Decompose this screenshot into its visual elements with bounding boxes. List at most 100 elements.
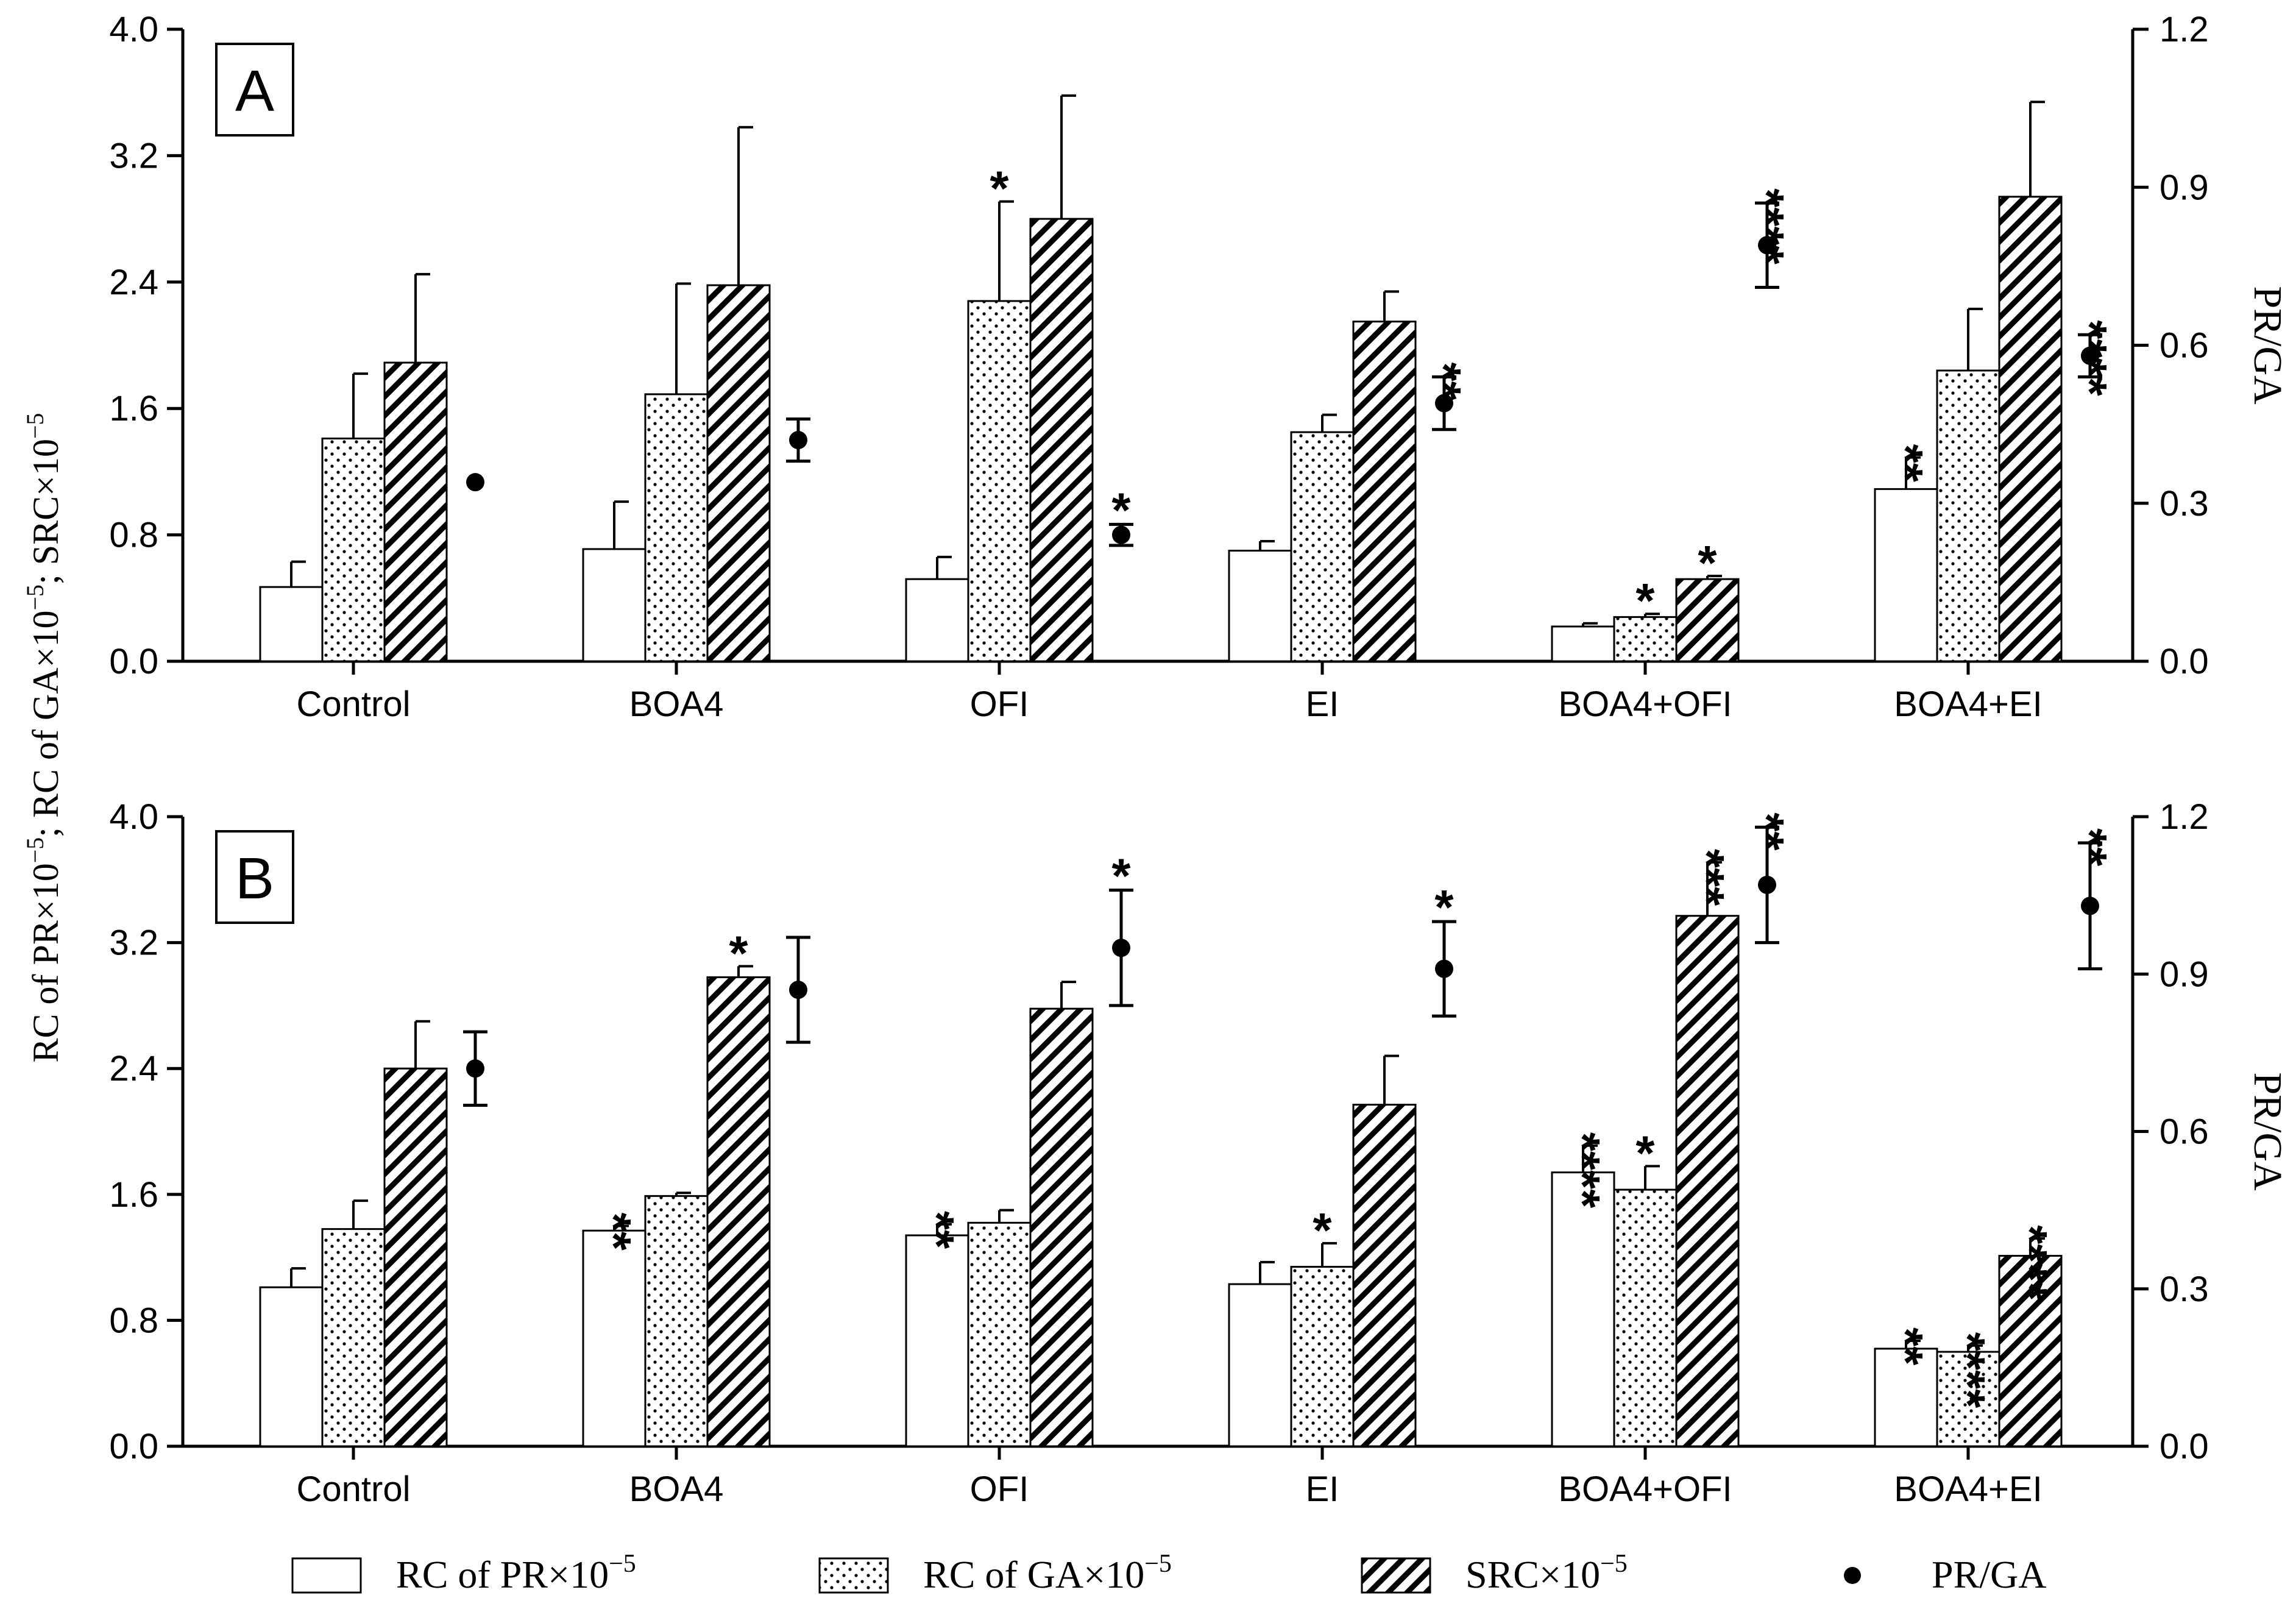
y-right-tick-label: 0.3 bbox=[2160, 1270, 2209, 1309]
bar-pr bbox=[905, 578, 969, 662]
legend-label-base: RC of GA×10 bbox=[923, 1553, 1144, 1596]
ratio-point bbox=[1435, 394, 1453, 413]
y-right-tick-label: 0.9 bbox=[2160, 954, 2209, 994]
category-label: BOA4+EI bbox=[1894, 1469, 2042, 1509]
y-left-tick-label: 2.4 bbox=[109, 263, 158, 302]
ratio-point bbox=[466, 473, 484, 492]
panel-a: 0.0 0.8 1.6 2.4 3.2 4.0 0.0 0.3 0.6 0.9 1.2 PR/GA A C… bbox=[109, 10, 2290, 724]
significance-ga: * bbox=[990, 162, 1009, 216]
bar-pr bbox=[259, 586, 324, 662]
category-label: EI bbox=[1306, 684, 1339, 724]
y-right-tick-label: 0.9 bbox=[2160, 168, 2209, 207]
significance-ratio: * bbox=[1434, 880, 1454, 934]
y-right-tick-label: 0.0 bbox=[2160, 642, 2209, 681]
significance-ga: * bbox=[1635, 574, 1655, 628]
y-title-part: ; RC of GA×10 bbox=[26, 611, 66, 837]
y-right-tick-label: 1.2 bbox=[2160, 797, 2209, 837]
significance-pr: ** bbox=[1879, 444, 1933, 483]
significance-ratio: ** bbox=[1417, 362, 1471, 400]
significance-pr: ** bbox=[910, 1211, 964, 1249]
y-left-tick-label: 1.6 bbox=[109, 1175, 158, 1215]
ratio-point bbox=[2081, 346, 2099, 365]
category-label: BOA4+OFI bbox=[1558, 684, 1732, 724]
y-right-tick-label: 0.6 bbox=[2160, 326, 2209, 366]
bar-pr bbox=[1228, 1283, 1292, 1447]
y-right-tick-label: 1.2 bbox=[2160, 10, 2209, 49]
significance-ratio: * bbox=[1111, 483, 1131, 537]
panel-label: B bbox=[235, 846, 274, 911]
bar-pr bbox=[1551, 1171, 1615, 1447]
y-right-tick-label: 0.3 bbox=[2160, 484, 2209, 524]
significance-src: * bbox=[1698, 536, 1717, 590]
legend-label-exponent: −5 bbox=[1600, 1550, 1628, 1578]
panel-label: A bbox=[235, 59, 274, 124]
category-label: EI bbox=[1306, 1469, 1339, 1509]
y-axis-left-title: RC of PR×10−5; RC of GA×10−5; SRC×10−5 bbox=[21, 413, 66, 1062]
y-axis-left-title-text: RC of PR×10−5; RC of GA×10−5; SRC×10−5 bbox=[21, 413, 66, 1062]
legend-swatch-ga bbox=[818, 1557, 889, 1594]
y-left-tick-label: 4.0 bbox=[109, 10, 158, 49]
bar-src bbox=[1675, 578, 1740, 662]
legend-label-pr: RC of PR×10−5 bbox=[396, 1550, 636, 1596]
bar-ga bbox=[1290, 1266, 1355, 1447]
y-right-tick-label: 0.6 bbox=[2160, 1112, 2209, 1152]
significance-pr: **** bbox=[1556, 1132, 1610, 1209]
bar-src bbox=[1998, 1255, 2063, 1447]
bar-ga bbox=[321, 1228, 386, 1447]
y-title-part: RC of PR×10 bbox=[26, 863, 66, 1062]
bar-src bbox=[706, 284, 771, 662]
significance-ratio: ** bbox=[1740, 812, 1794, 851]
category-label: BOA4 bbox=[629, 684, 724, 724]
y-left-tick-label: 1.6 bbox=[109, 389, 158, 428]
y-title-exponent: −5 bbox=[21, 413, 49, 439]
significance-pr: ** bbox=[1879, 1327, 1933, 1366]
y-title-exponent: −5 bbox=[21, 837, 49, 864]
y-left-tick-label: 0.0 bbox=[109, 642, 158, 681]
panel-label-box bbox=[215, 43, 294, 137]
significance-ratio: * bbox=[1111, 849, 1131, 903]
y-axis-right-title: PR/GA bbox=[2245, 1072, 2290, 1191]
bar-pr bbox=[1874, 1348, 1938, 1447]
bar-src bbox=[1352, 1104, 1417, 1447]
legend-swatch-ratio bbox=[1844, 1567, 1861, 1584]
panel-label-box bbox=[215, 830, 294, 924]
legend-label-exponent: −5 bbox=[1144, 1550, 1172, 1578]
legend-label-src: SRC×10−5 bbox=[1465, 1550, 1628, 1596]
ratio-point bbox=[2081, 897, 2099, 915]
bar-src bbox=[1998, 196, 2063, 662]
legend-label-base: RC of PR×10 bbox=[396, 1553, 609, 1596]
legend-label-ga: RC of GA×10−5 bbox=[923, 1550, 1172, 1596]
bar-ga bbox=[967, 300, 1032, 662]
significance-ga: * bbox=[1313, 1203, 1332, 1257]
significance-pr: ** bbox=[587, 1212, 641, 1251]
bar-pr bbox=[582, 1229, 647, 1447]
y-left-tick-label: 0.0 bbox=[109, 1427, 158, 1466]
significance-src: *** bbox=[1680, 849, 1734, 906]
legend-label-base: SRC×10 bbox=[1465, 1553, 1600, 1596]
significance-src: * bbox=[729, 926, 748, 980]
category-label: BOA4+EI bbox=[1894, 684, 2042, 724]
bar-pr bbox=[582, 548, 647, 662]
bar-ga bbox=[1936, 369, 2000, 662]
bar-pr bbox=[1874, 488, 1938, 662]
category-label: Control bbox=[297, 684, 411, 724]
bar-ga bbox=[644, 393, 709, 662]
significance-src: **** bbox=[2003, 1225, 2057, 1301]
y-right-tick-label: 0.0 bbox=[2160, 1427, 2209, 1466]
y-left-tick-label: 2.4 bbox=[109, 1049, 158, 1089]
bar-ga bbox=[644, 1195, 709, 1447]
y-left-tick-label: 3.2 bbox=[109, 136, 158, 176]
significance-ga: * bbox=[1635, 1126, 1655, 1180]
ratio-point bbox=[1435, 959, 1453, 978]
y-left-tick-label: 0.8 bbox=[109, 1301, 158, 1340]
category-label: Control bbox=[297, 1469, 411, 1509]
bar-pr bbox=[1228, 550, 1292, 662]
ratio-point bbox=[789, 431, 807, 450]
category-label: BOA4 bbox=[629, 1469, 724, 1509]
bar-ga bbox=[1613, 1188, 1678, 1447]
bar-src bbox=[383, 361, 448, 662]
y-left-tick-label: 0.8 bbox=[109, 516, 158, 555]
significance-ratio: **** bbox=[1740, 188, 1794, 265]
y-left-tick-label: 3.2 bbox=[109, 923, 158, 963]
